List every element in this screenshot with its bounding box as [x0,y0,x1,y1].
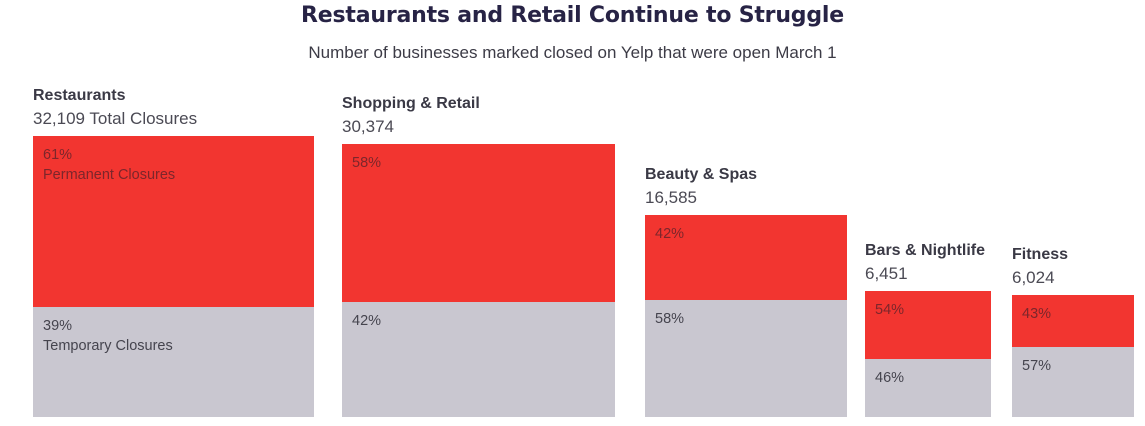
total-closures-value: 30,374 [342,117,394,136]
percent-label: 43% [1022,306,1052,322]
stacked-bar: 61% Permanent Closures 39% Temporary Closur… [33,136,314,417]
bar-group-restaurants: Restaurants 32,109 Total Closures 61% Perma… [33,86,314,417]
temporary-closures-segment: 42% [342,302,615,417]
percent-label: 46% [875,370,905,386]
percent-label: 57% [1022,358,1052,374]
percent-label: 61% [43,147,73,163]
permanent-closures-segment: 43% [1012,295,1134,347]
bar-group-bars-nightlife: Bars & Nightlife 6,451 54% 46% [865,241,991,417]
temporary-closures-segment: 39% Temporary Closures [33,307,314,417]
chart-title: Restaurants and Retail Continue to Strug… [301,3,844,28]
percent-label: 58% [655,311,685,327]
stacked-bar: 58% 42% [342,144,615,417]
stacked-bar: 43% 57% [1012,295,1134,417]
percent-label: 54% [875,302,905,318]
stacked-bar: 54% 46% [865,291,991,417]
percent-label: 42% [352,313,382,329]
total-closures-value: 16,585 [645,188,697,207]
bar-group-beauty-spas: Beauty & Spas 16,585 42% 58% [645,165,847,417]
permanent-closures-segment: 54% [865,291,991,359]
temporary-closures-segment: 58% [645,300,847,417]
total-closures-value: 6,024 [1012,268,1055,287]
percent-label: 58% [352,155,382,171]
permanent-closures-segment: 58% [342,144,615,302]
permanent-closures-segment: 42% [645,215,847,300]
bar-group-fitness: Fitness 6,024 43% 57% [1012,245,1134,417]
permanent-closures-segment: 61% Permanent Closures [33,136,314,307]
segment-sublabel: Permanent Closures [43,167,176,183]
total-closures-value: 32,109 Total Closures [33,109,198,128]
bar-group-shopping-retail: Shopping & Retail 30,374 58% 42% [342,94,615,417]
temporary-closures-segment: 57% [1012,347,1134,417]
total-closures-value: 6,451 [865,264,908,283]
category-label: Shopping & Retail [342,95,480,112]
stacked-bar: 42% 58% [645,215,847,417]
temporary-closures-segment: 46% [865,359,991,417]
category-label: Beauty & Spas [645,166,758,183]
chart-subtitle: Number of businesses marked closed on Ye… [308,43,837,62]
segment-sublabel: Temporary Closures [43,338,173,354]
category-label: Restaurants [33,87,126,104]
percent-label: 39% [43,318,73,334]
percent-label: 42% [655,226,685,242]
category-label: Fitness [1012,246,1069,263]
category-label: Bars & Nightlife [865,242,986,259]
